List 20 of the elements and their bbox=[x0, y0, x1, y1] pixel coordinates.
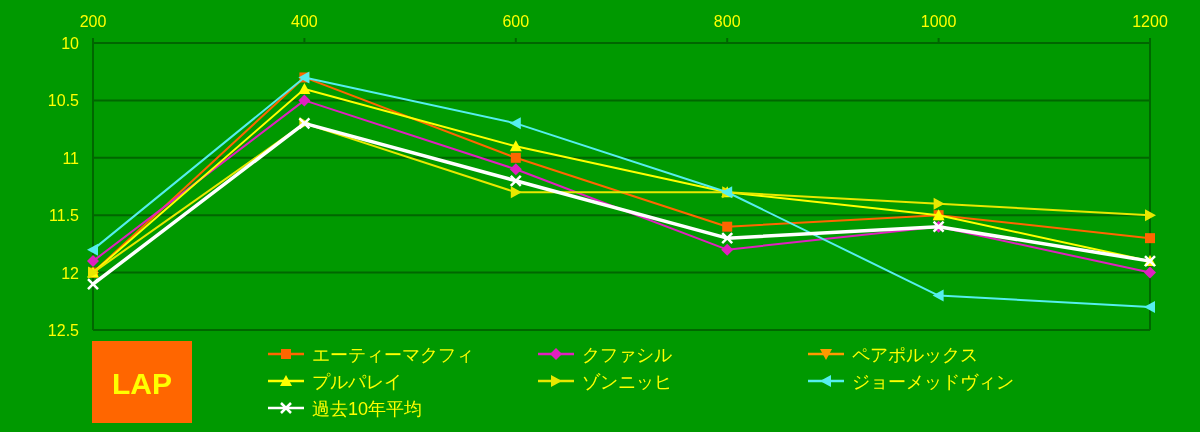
y-tick-label: 11 bbox=[62, 149, 80, 167]
y-tick-label: 10.5 bbox=[47, 92, 80, 110]
legend-label: ペアポルックス bbox=[852, 345, 978, 365]
y-tick-label: 12 bbox=[61, 264, 80, 282]
legend-label: 過去10年平均 bbox=[312, 399, 423, 419]
legend-label: ゾンニッヒ bbox=[582, 372, 672, 392]
y-tick-label: 12.5 bbox=[47, 322, 80, 339]
text: LAP bbox=[112, 367, 172, 400]
x-tick-label: 1200 bbox=[1132, 13, 1168, 30]
x-tick-label: 200 bbox=[79, 13, 107, 30]
x-tick-label: 1000 bbox=[920, 13, 957, 30]
legend-label: クファシル bbox=[582, 345, 672, 365]
legend-label: ジョーメッドヴィン bbox=[852, 372, 1014, 392]
y-tick-label: 11.5 bbox=[49, 207, 80, 225]
legend-label: プルパレイ bbox=[312, 372, 402, 392]
legend-label: エーティーマクフィ bbox=[312, 345, 474, 365]
x-tick-label: 400 bbox=[291, 13, 318, 30]
y-tick-label: 10 bbox=[61, 35, 80, 52]
x-tick-label: 600 bbox=[502, 13, 530, 30]
x-tick-label: 800 bbox=[713, 13, 741, 30]
